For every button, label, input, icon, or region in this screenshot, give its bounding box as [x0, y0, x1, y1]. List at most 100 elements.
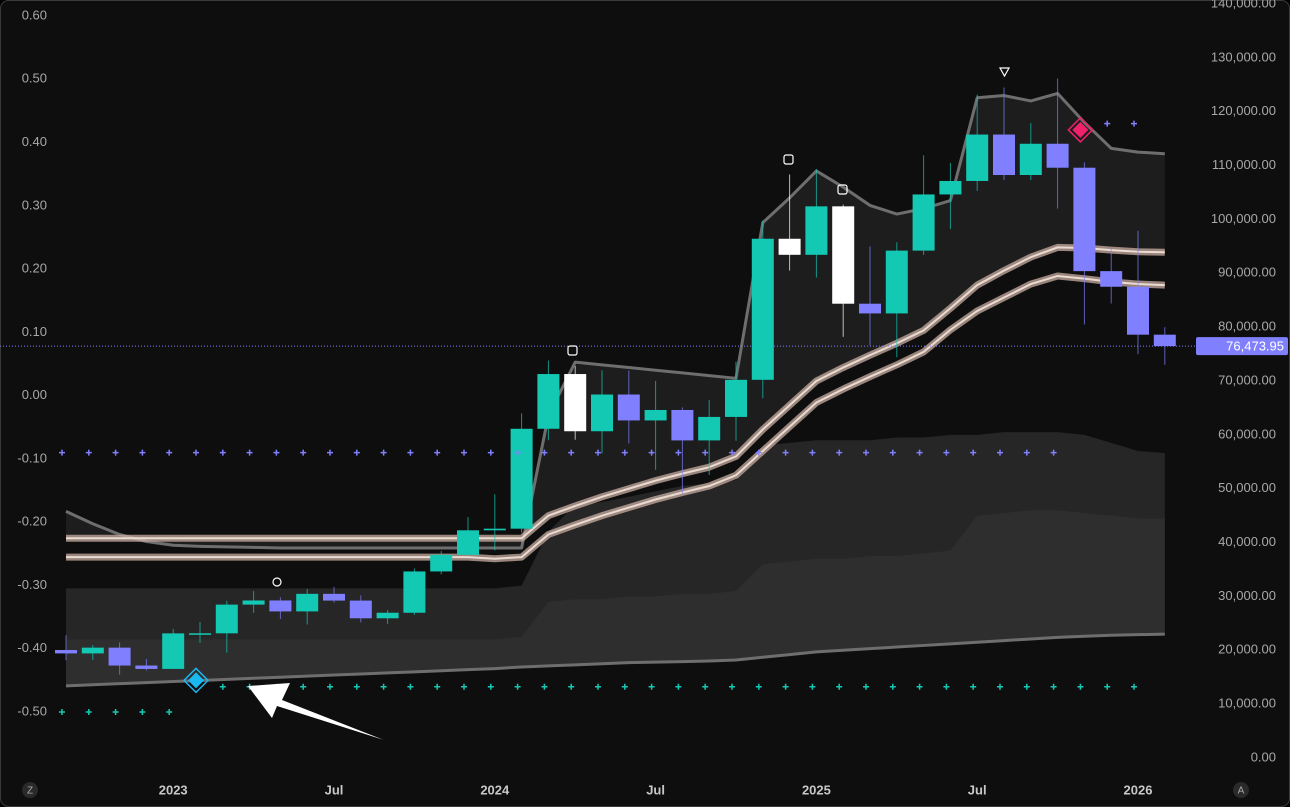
- signal-plus: [300, 683, 307, 690]
- indicator-line: [65, 91, 1165, 550]
- candle-body: [537, 374, 560, 429]
- annotation: [272, 577, 282, 587]
- signal-plus: [782, 683, 789, 690]
- signal-plus: [541, 683, 548, 690]
- signal-plus: [487, 449, 494, 456]
- candle-body: [885, 250, 908, 314]
- annotation: [567, 345, 578, 356]
- signal-plus: [1077, 683, 1084, 690]
- x-tick-label: 2026: [1124, 782, 1153, 797]
- y-tick-label: 0.50: [22, 71, 47, 86]
- zone-area: [66, 510, 1165, 686]
- signal-plus: [514, 449, 521, 456]
- signal-plus: [595, 449, 601, 456]
- x-tick-label: 2023: [159, 782, 188, 797]
- y2-tick-label: 0.00: [1251, 749, 1276, 764]
- y2-tick-label: 20,000.00: [1218, 642, 1276, 657]
- y-tick-label: 0.40: [22, 134, 47, 149]
- candle-body: [751, 238, 774, 380]
- control-label[interactable]: Z: [27, 786, 33, 797]
- signal-plus: [487, 683, 494, 690]
- candle-body: [135, 665, 158, 669]
- signal-plus: [1104, 683, 1111, 690]
- signal-plus: [916, 683, 923, 690]
- candle-body: [912, 194, 935, 251]
- signal-plus: [997, 449, 1003, 456]
- y2-tick-label: 120,000.00: [1211, 103, 1276, 118]
- y2-tick-label: 10,000.00: [1218, 696, 1276, 711]
- annotation: [837, 184, 848, 195]
- signal-plus: [675, 683, 682, 690]
- signal-plus: [139, 709, 146, 715]
- signal-plus: [353, 449, 360, 456]
- candle-body: [430, 554, 453, 572]
- signal-plus: [166, 449, 173, 456]
- last-price-label: 76,473.95: [1226, 339, 1284, 354]
- signal-plus: [970, 449, 977, 456]
- y-tick-label: -0.50: [17, 703, 47, 718]
- signal-plus: [1131, 683, 1137, 690]
- signal-plus: [112, 709, 119, 715]
- signal-plus: [1023, 683, 1030, 690]
- band-area: [66, 93, 1165, 548]
- candle-body: [349, 600, 372, 619]
- indicator-line-core: [66, 246, 1165, 540]
- signal-plus: [1050, 683, 1057, 690]
- candle-body: [805, 206, 828, 255]
- candle-body: [644, 409, 667, 421]
- signal-plus: [809, 683, 816, 690]
- signal-plus: [380, 449, 387, 456]
- signal-plus: [621, 683, 628, 690]
- candle-body: [671, 409, 694, 441]
- arrow: [248, 683, 384, 740]
- signal-plus: [702, 683, 709, 690]
- y2-tick-label: 130,000.00: [1211, 49, 1276, 64]
- signal-plus: [434, 449, 441, 456]
- candle-body: [81, 647, 104, 654]
- signal-plus: [407, 683, 414, 690]
- control-label[interactable]: A: [1238, 786, 1245, 797]
- y2-tick-label: 110,000.00: [1212, 157, 1276, 172]
- x-tick-label: Jul: [968, 782, 987, 797]
- control-button[interactable]: [1233, 782, 1249, 798]
- signal-plus: [380, 683, 387, 690]
- candle-body: [993, 134, 1015, 175]
- signal-plus: [729, 449, 735, 456]
- control-button[interactable]: [22, 782, 38, 798]
- signal-plus: [407, 449, 414, 456]
- signal-plus: [139, 449, 146, 456]
- signal-plus: [1023, 449, 1030, 456]
- signal-plus: [300, 449, 307, 456]
- signal-plus: [59, 709, 65, 715]
- indicator-line: [65, 632, 1165, 688]
- signal-diamond-outline: [182, 667, 210, 694]
- signal-plus: [943, 449, 950, 456]
- signal-plus: [193, 449, 199, 456]
- y-tick-label: 0.60: [22, 7, 47, 22]
- signal-plus: [621, 449, 628, 456]
- signal-plus: [273, 449, 280, 456]
- signal-plus: [112, 449, 119, 456]
- signal-plus: [1104, 120, 1111, 127]
- signal-plus: [166, 709, 173, 715]
- annotation: [998, 67, 1011, 78]
- annotations: [272, 67, 1011, 587]
- x-tick-label: Jul: [646, 782, 665, 797]
- candle-body: [510, 428, 533, 529]
- signal-plus: [916, 449, 923, 456]
- y2-tick-label: 70,000.00: [1218, 372, 1276, 387]
- signal-plus: [595, 683, 601, 690]
- candle-body: [725, 379, 747, 417]
- y2-tick-label: 80,000.00: [1218, 319, 1276, 334]
- signal-plus: [863, 683, 869, 690]
- candle-body: [832, 206, 855, 304]
- candle-body: [457, 530, 479, 555]
- candle-body: [403, 571, 426, 613]
- signal-plus: [461, 683, 467, 690]
- candle-body: [698, 416, 721, 441]
- signal-plus: [809, 449, 816, 456]
- y2-tick-label: 60,000.00: [1218, 426, 1276, 441]
- signal-plus: [568, 683, 575, 690]
